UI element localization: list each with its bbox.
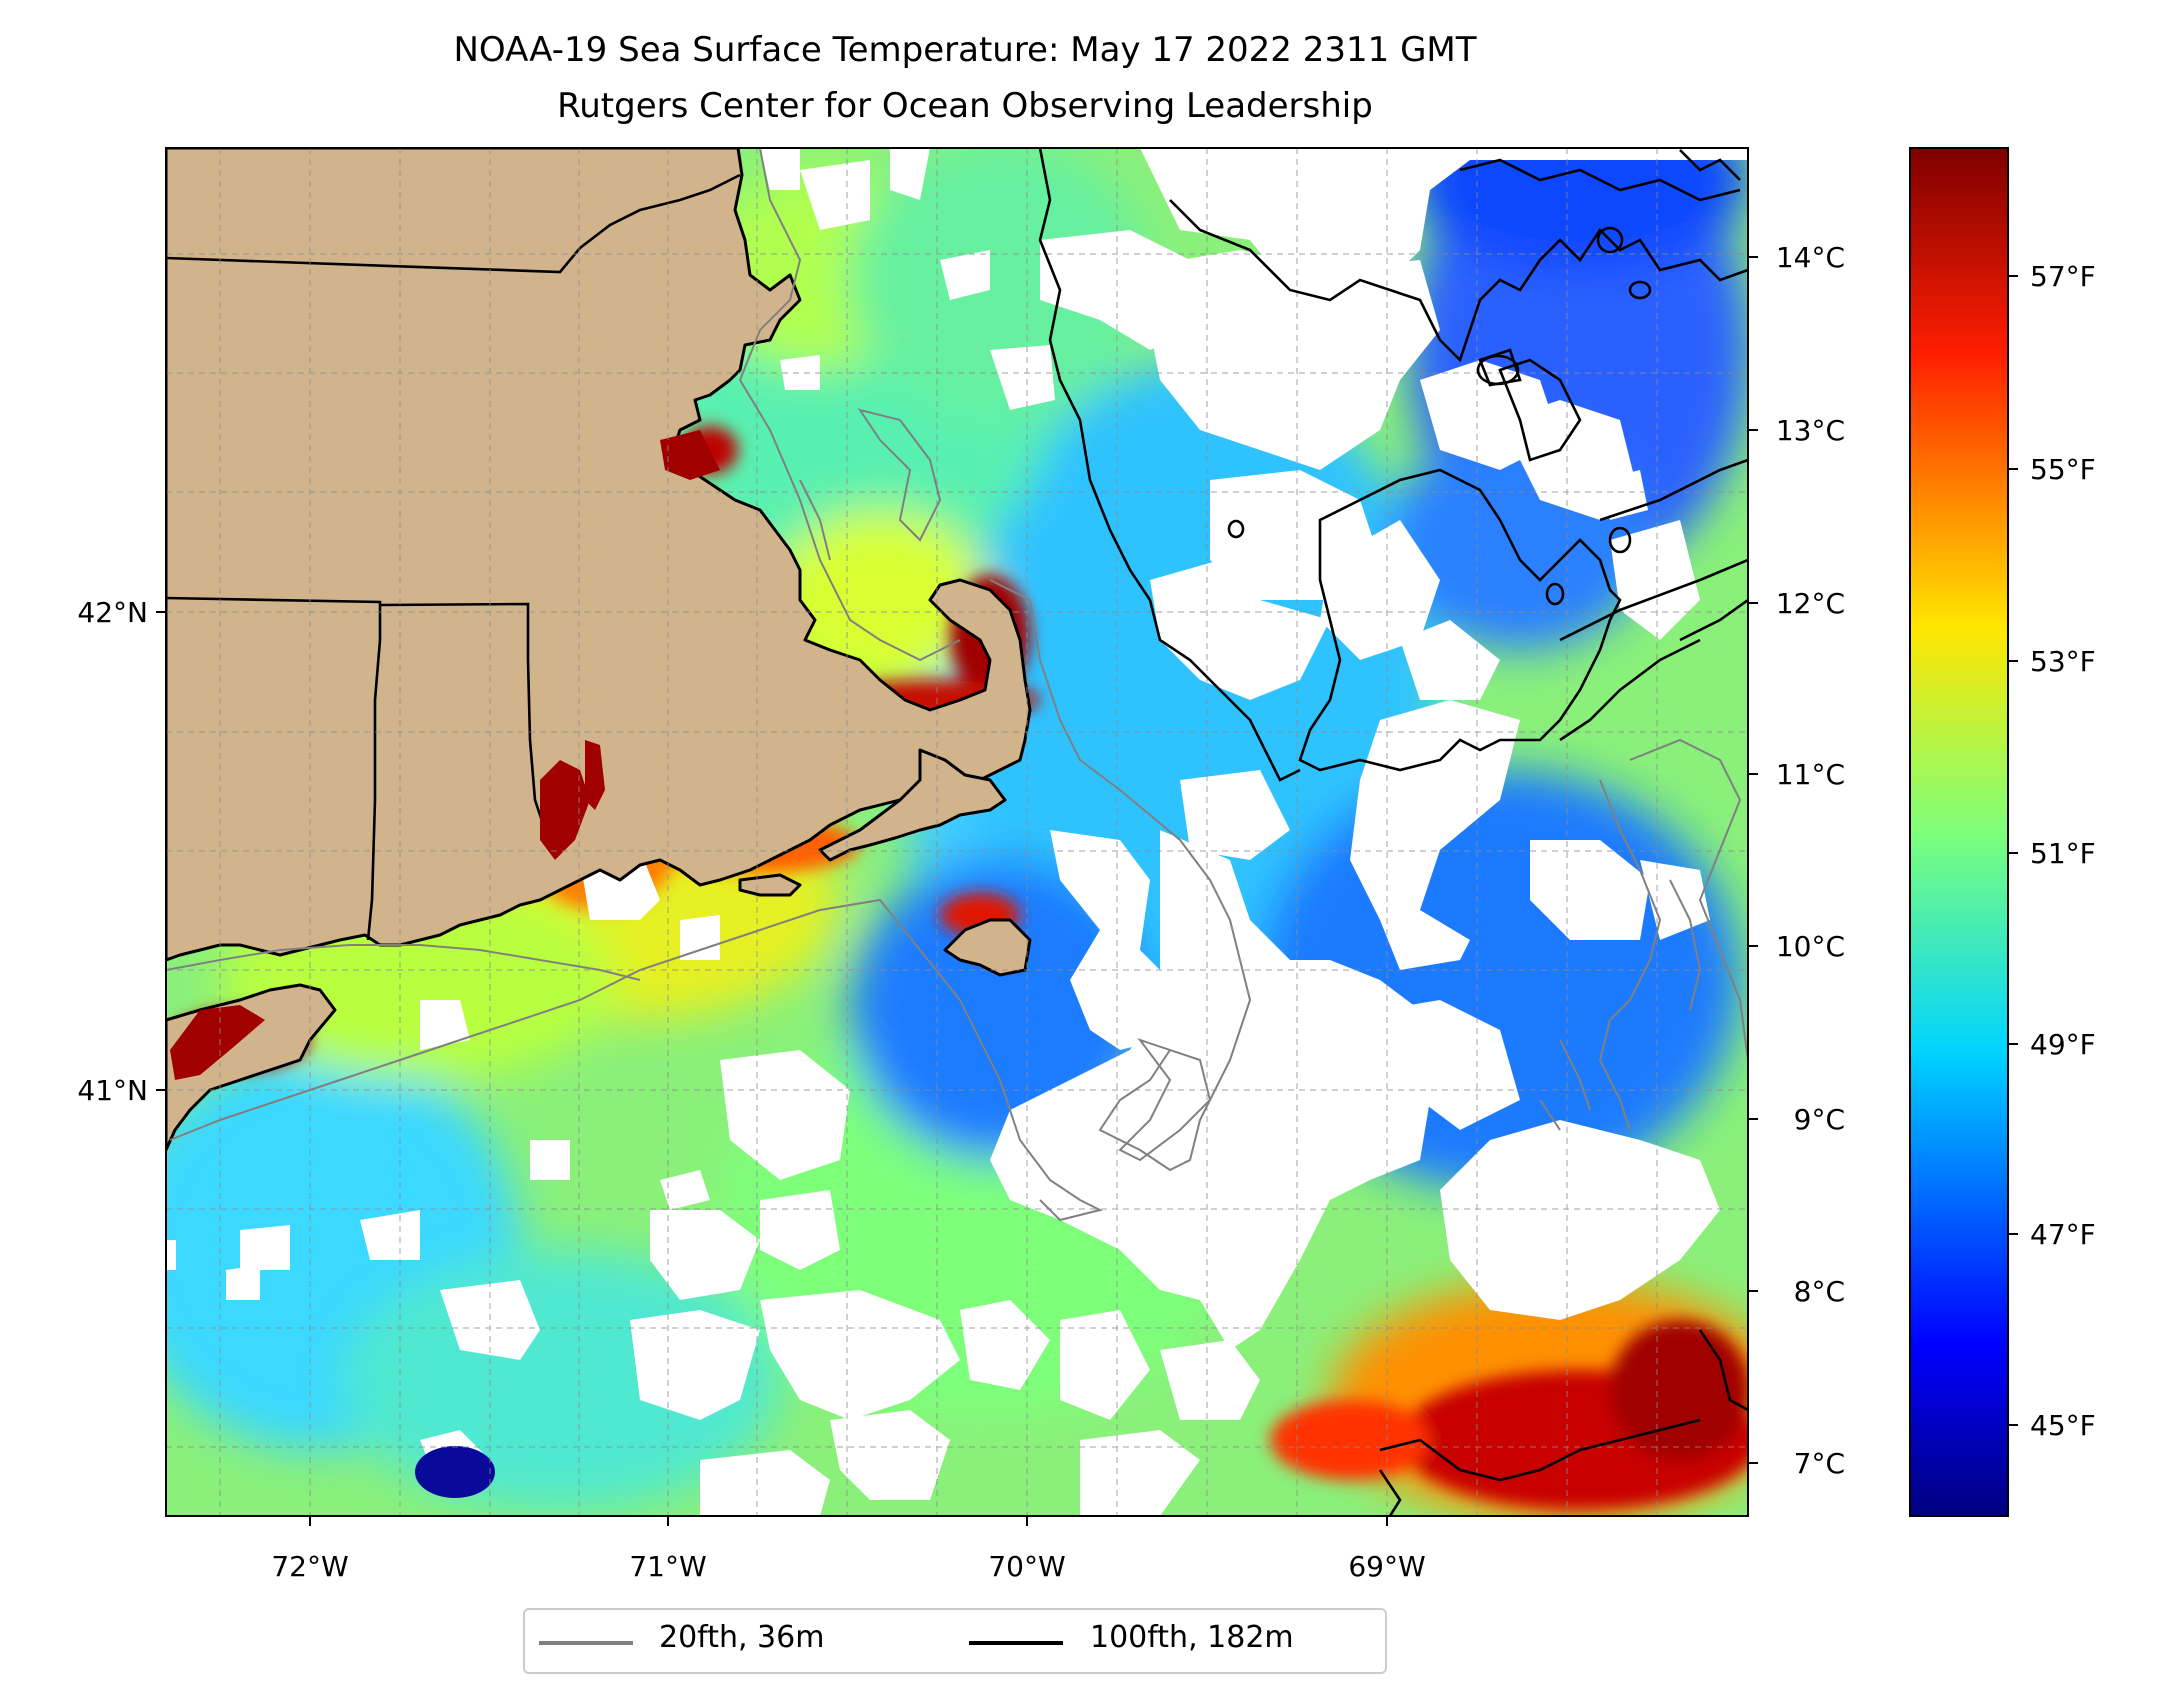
fahrenheit-tick: 49°F xyxy=(2030,1028,2096,1061)
celsius-tick: 13°C xyxy=(1776,414,1845,447)
cold-spot xyxy=(415,1446,495,1498)
contour-100fth xyxy=(1038,148,1748,1516)
fahrenheit-tick: 57°F xyxy=(2030,260,2096,293)
chart-subtitle: Rutgers Center for Ocean Observing Leade… xyxy=(557,86,1373,126)
fahrenheit-axis: 57°F 55°F 53°F 51°F 49°F 47°F 45°F xyxy=(2030,260,2096,1442)
legend-label-100fth: 100fth, 182m xyxy=(1090,1620,1294,1655)
fahrenheit-tick: 53°F xyxy=(2030,645,2096,678)
land xyxy=(166,148,1032,1152)
lat-label: 41°N xyxy=(77,1074,148,1107)
celsius-tick: 11°C xyxy=(1776,758,1845,791)
celsius-tick: 10°C xyxy=(1776,930,1845,963)
fahrenheit-tick: 55°F xyxy=(2030,453,2096,486)
colorbar-ticks xyxy=(2008,275,2018,1426)
contour-20fth xyxy=(166,148,1748,1222)
no-data-areas xyxy=(166,148,1748,1516)
chart-title: NOAA-19 Sea Surface Temperature: May 17 … xyxy=(453,30,1477,70)
legend-label-20fth: 20fth, 36m xyxy=(659,1620,825,1655)
celsius-tick: 12°C xyxy=(1776,587,1845,620)
lon-label: 72°W xyxy=(271,1550,348,1583)
map-panel xyxy=(166,148,1748,1516)
lon-label: 71°W xyxy=(629,1550,706,1583)
state-borders xyxy=(166,173,741,941)
colorbar xyxy=(1909,147,2009,1517)
lat-label: 42°N xyxy=(77,596,148,629)
legend-swatch-100fth xyxy=(969,1641,1063,1645)
lon-label: 69°W xyxy=(1348,1550,1425,1583)
map-frame xyxy=(165,147,1749,1517)
celsius-tick: 14°C xyxy=(1776,241,1845,274)
gridlines xyxy=(166,148,1748,1516)
celsius-axis: 14°C 13°C 12°C 11°C 10°C 9°C 8°C 7°C xyxy=(1776,241,1845,1480)
fahrenheit-tick: 45°F xyxy=(2030,1409,2096,1442)
celsius-tick: 9°C xyxy=(1794,1103,1845,1136)
lon-label: 70°W xyxy=(988,1550,1065,1583)
fahrenheit-tick: 47°F xyxy=(2030,1218,2096,1251)
celsius-tick: 8°C xyxy=(1794,1275,1845,1308)
warm-coastal xyxy=(170,430,720,1080)
legend: 20fth, 36m 100fth, 182m xyxy=(523,1608,1387,1674)
fahrenheit-tick: 51°F xyxy=(2030,837,2096,870)
celsius-tick: 7°C xyxy=(1794,1447,1845,1480)
axis-ticks xyxy=(156,256,1758,1526)
legend-swatch-20fth xyxy=(539,1641,633,1645)
